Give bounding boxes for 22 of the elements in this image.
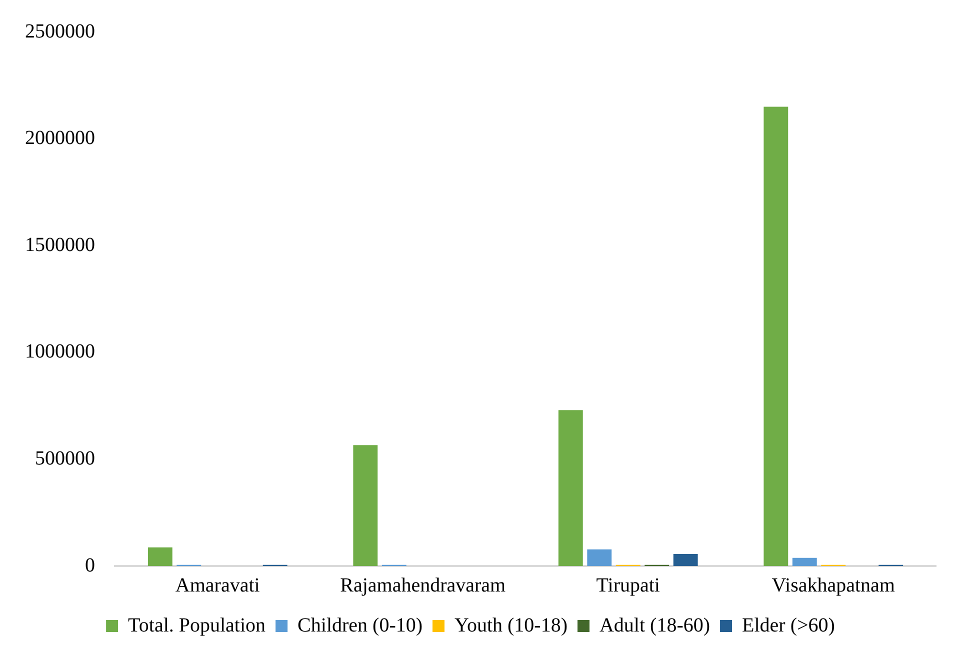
bar <box>148 547 172 566</box>
y-tick-label: 0 <box>85 554 95 576</box>
bar <box>558 410 583 566</box>
bar <box>673 554 698 566</box>
legend-label: Children (0-10) <box>298 614 423 636</box>
y-tick-label: 2500000 <box>25 20 95 42</box>
legend-label: Elder (>60) <box>742 614 835 636</box>
bar <box>792 558 817 566</box>
legend-label: Adult (18-60) <box>599 614 710 636</box>
x-tick-label: Tirupati <box>596 574 660 596</box>
legend-label: Youth (10-18) <box>454 614 568 636</box>
y-tick-label: 1500000 <box>25 234 95 256</box>
x-tick-label: Visakhapatnam <box>772 574 896 596</box>
x-tick-label: Rajamahendravaram <box>340 574 506 596</box>
bar <box>587 549 612 566</box>
legend-label: Total. Population <box>128 614 266 636</box>
bar <box>353 445 378 566</box>
y-tick-label: 2000000 <box>25 127 95 150</box>
y-tick-label: 1000000 <box>25 340 95 363</box>
y-tick-label: 500000 <box>35 447 95 470</box>
x-tick-label: Amaravati <box>175 574 260 596</box>
bar <box>764 106 788 566</box>
